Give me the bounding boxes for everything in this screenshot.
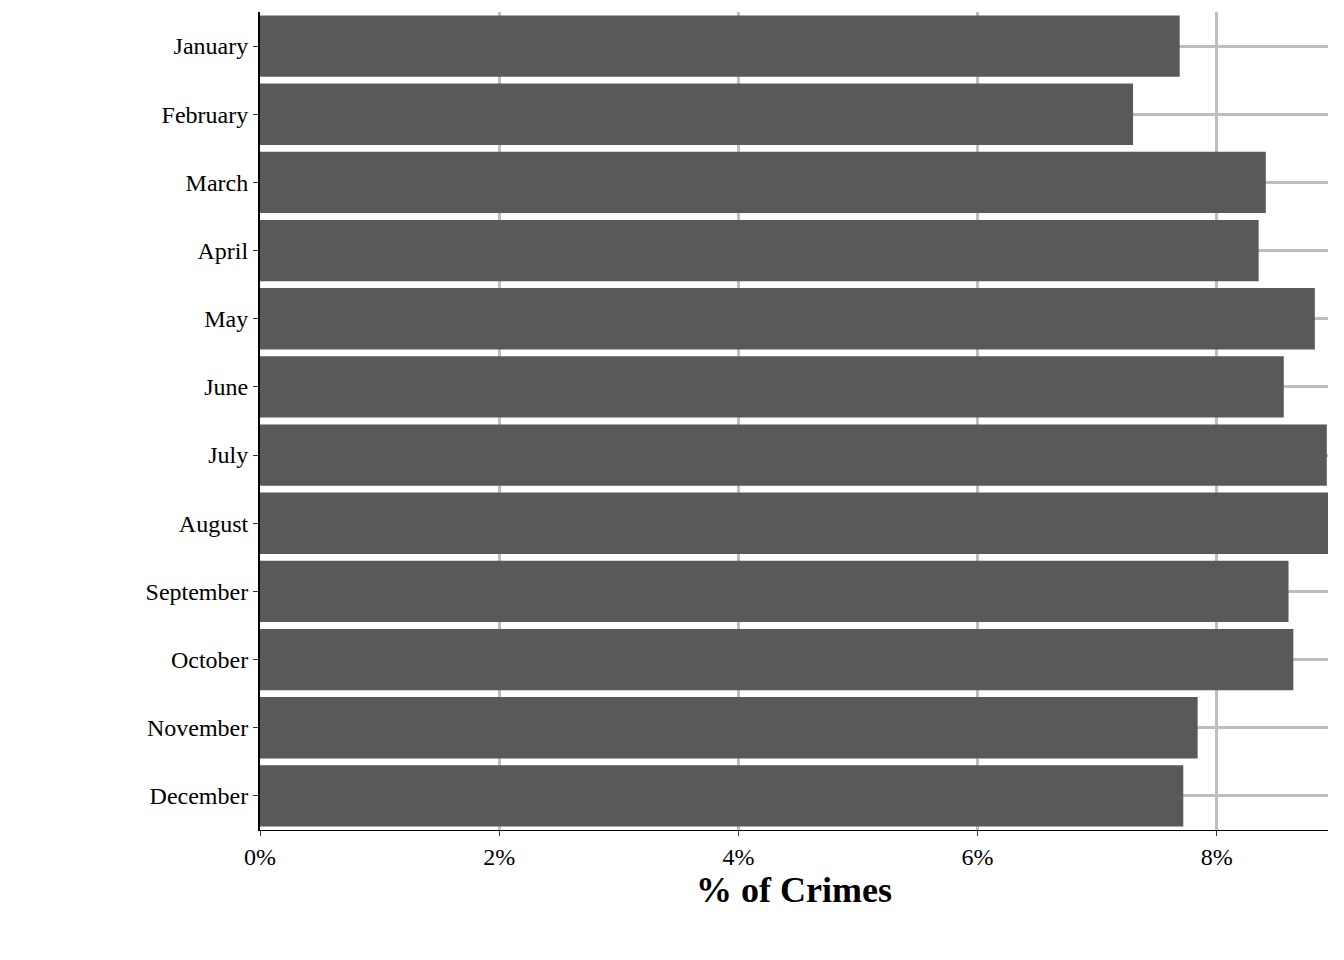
svg-text:2%: 2% (483, 844, 515, 870)
svg-text:May: May (204, 306, 248, 332)
svg-text:June: June (204, 374, 248, 400)
svg-text:January: January (174, 33, 249, 59)
svg-text:November: November (147, 715, 248, 741)
svg-text:April: April (198, 238, 249, 264)
svg-text:March: March (186, 170, 249, 196)
svg-text:8%: 8% (1201, 844, 1233, 870)
svg-text:July: July (208, 442, 248, 468)
svg-text:0%: 0% (244, 844, 276, 870)
svg-text:6%: 6% (962, 844, 994, 870)
svg-text:% of Crimes: % of Crimes (696, 870, 892, 910)
svg-text:October: October (171, 647, 248, 673)
svg-text:September: September (146, 579, 249, 605)
svg-text:December: December (150, 783, 249, 809)
svg-text:February: February (162, 102, 249, 128)
svg-text:4%: 4% (722, 844, 754, 870)
svg-text:August: August (179, 511, 249, 537)
